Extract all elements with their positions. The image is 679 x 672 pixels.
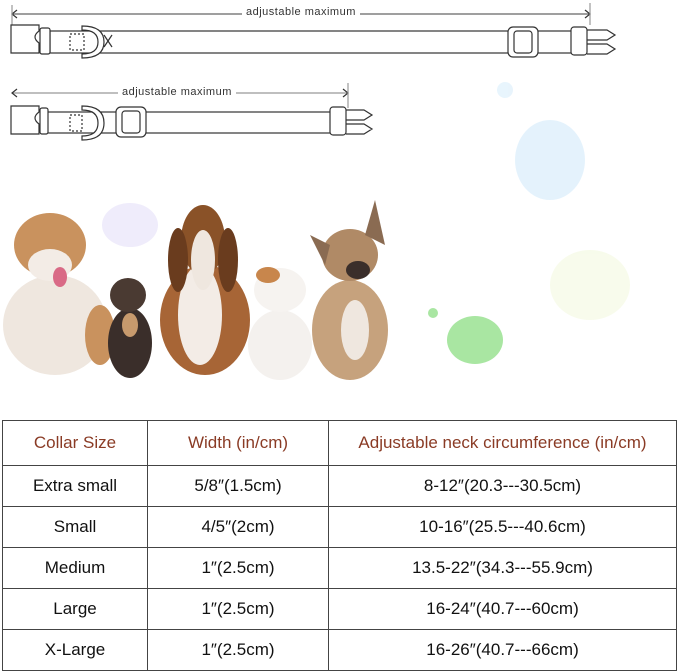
bulldog xyxy=(3,213,115,375)
cell-neck: 16-24″(40.7---60cm) xyxy=(328,588,677,630)
size-chart-table: Collar Size Width (in/cm) Adjustable nec… xyxy=(2,420,677,671)
table-header-row: Collar Size Width (in/cm) Adjustable nec… xyxy=(2,420,677,466)
cell-neck: 13.5-22″(34.3---55.9cm) xyxy=(328,547,677,589)
paint-splash-blue xyxy=(515,120,585,200)
cell-size: Small xyxy=(2,506,148,548)
kitten xyxy=(108,278,152,378)
cell-size: Medium xyxy=(2,547,148,589)
cell-size: X-Large xyxy=(2,629,148,671)
cell-width: 1″(2.5cm) xyxy=(147,547,329,589)
cell-width: 5/8″(1.5cm) xyxy=(147,465,329,507)
table-row: Medium 1″(2.5cm) 13.5-22″(34.3---55.9cm) xyxy=(2,547,677,589)
french-bulldog xyxy=(310,200,388,380)
table-row: Small 4/5″(2cm) 10-16″(25.5---40.6cm) xyxy=(2,506,677,548)
header-neck-circumference: Adjustable neck circumference (in/cm) xyxy=(328,420,677,466)
collar-diagrams xyxy=(10,3,617,141)
short-collar-diagram xyxy=(10,83,374,141)
paint-splash-green xyxy=(447,316,503,364)
cell-width: 1″(2.5cm) xyxy=(147,629,329,671)
persian-cat xyxy=(248,267,312,380)
cell-neck: 16-26″(40.7---66cm) xyxy=(328,629,677,671)
pets-photo xyxy=(3,82,630,380)
paint-splash-yellow xyxy=(550,250,630,320)
long-collar-diagram xyxy=(10,3,617,59)
cell-neck: 8-12″(20.3---30.5cm) xyxy=(328,465,677,507)
header-width: Width (in/cm) xyxy=(147,420,329,466)
cell-size: Extra small xyxy=(2,465,148,507)
cell-size: Large xyxy=(2,588,148,630)
cell-width: 4/5″(2cm) xyxy=(147,506,329,548)
short-collar-label: adjustable maximum xyxy=(118,86,236,98)
table-row: Large 1″(2.5cm) 16-24″(40.7---60cm) xyxy=(2,588,677,630)
cell-neck: 10-16″(25.5---40.6cm) xyxy=(328,506,677,548)
basset-hound xyxy=(160,205,250,375)
cell-width: 1″(2.5cm) xyxy=(147,588,329,630)
table-row: Extra small 5/8″(1.5cm) 8-12″(20.3---30.… xyxy=(2,465,677,507)
table-row: X-Large 1″(2.5cm) 16-26″(40.7---66cm) xyxy=(2,629,677,671)
header-collar-size: Collar Size xyxy=(2,420,148,466)
long-collar-label: adjustable maximum xyxy=(242,6,360,18)
paint-splash-lavender xyxy=(102,203,158,247)
